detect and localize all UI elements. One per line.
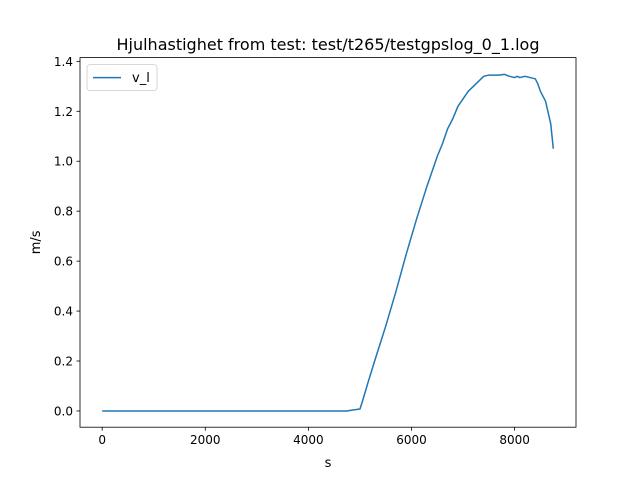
plot-frame <box>79 57 577 428</box>
series-line-v-l <box>102 73 555 412</box>
y-tick-label: 1.2 <box>54 105 73 119</box>
plot-series-group <box>102 73 555 412</box>
y-tick-label: 0.2 <box>54 355 73 369</box>
x-tick-label: 4000 <box>293 433 324 447</box>
legend-box <box>86 64 158 91</box>
y-tick-label: 0.4 <box>54 305 73 319</box>
y-tick-label: 0.0 <box>54 404 73 418</box>
y-tick-label: 1.0 <box>54 155 73 169</box>
y-axis-ticks: 0.0 0.2 0.4 0.6 0.8 1.0 1.2 1.4 <box>54 55 80 418</box>
y-axis-label: m/s <box>29 230 44 254</box>
legend-label-v-l: v_l <box>132 71 150 86</box>
x-tick-label: 2000 <box>190 433 221 447</box>
y-tick-label: 0.6 <box>54 255 73 269</box>
y-tick-label: 0.8 <box>54 205 73 219</box>
x-axis-ticks: 0 2000 4000 6000 8000 <box>98 427 530 447</box>
x-tick-label: 6000 <box>396 433 427 447</box>
y-tick-label: 1.4 <box>54 55 73 69</box>
chart-title: Hjulhastighet from test: test/t265/testg… <box>116 35 539 55</box>
legend: v_l <box>86 64 158 91</box>
x-tick-label: 0 <box>98 433 106 447</box>
x-tick-label: 8000 <box>499 433 530 447</box>
x-axis-label: s <box>325 456 332 471</box>
